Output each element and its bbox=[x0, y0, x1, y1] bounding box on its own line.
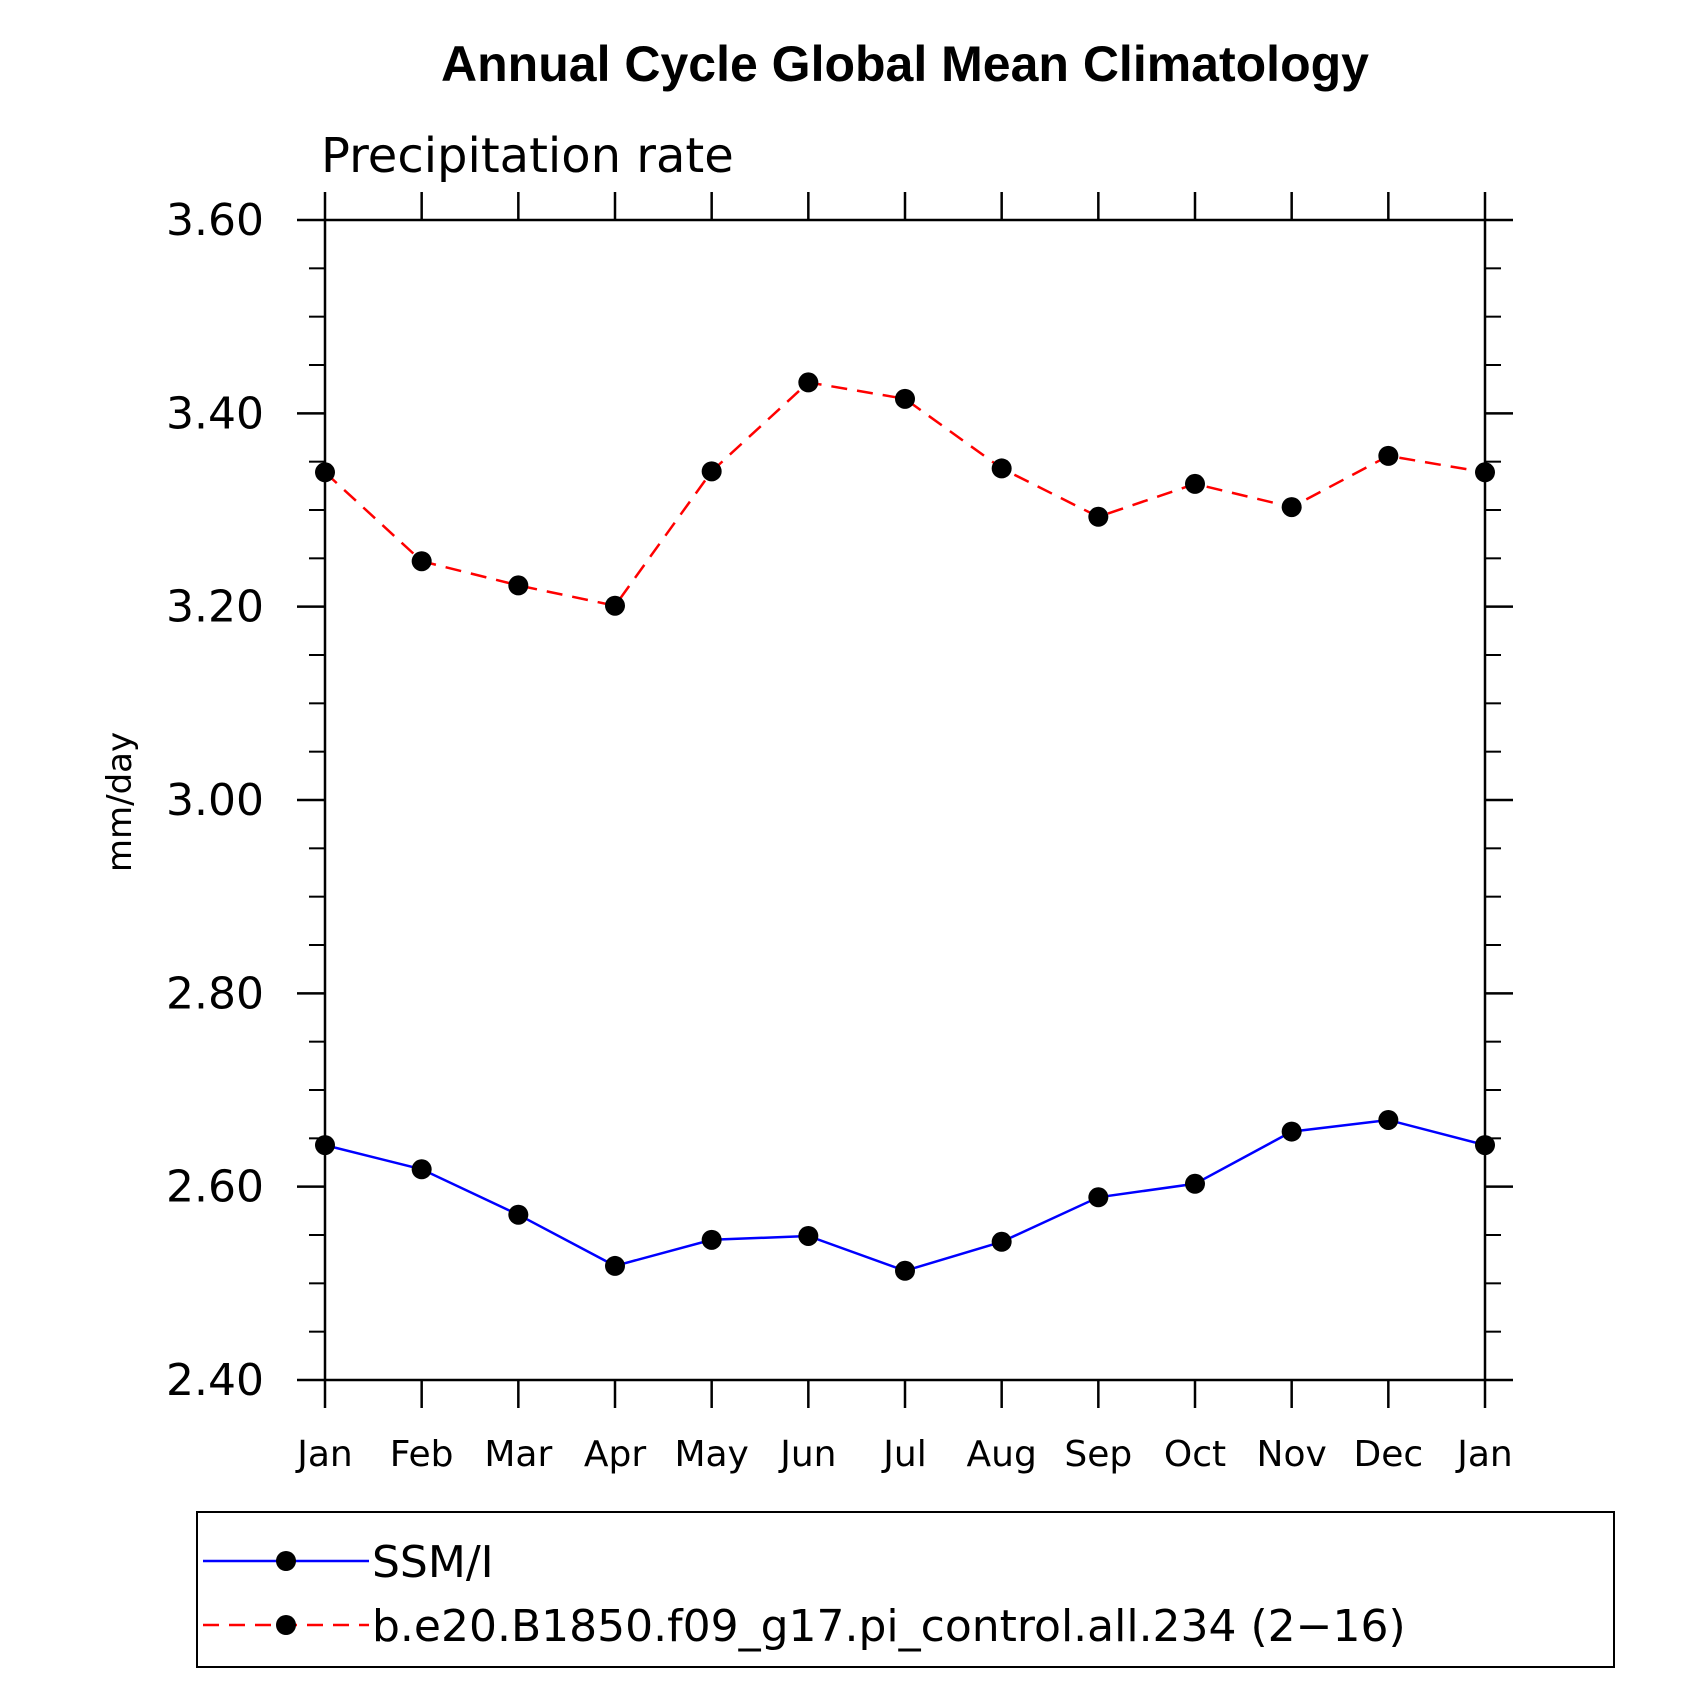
y-axis-label: mm/day bbox=[100, 732, 140, 872]
data-point bbox=[1281, 1121, 1302, 1142]
chart-title: Annual Cycle Global Mean Climatology bbox=[441, 36, 1369, 92]
legend-entries: SSM/I b.e20.B1850.f09_g17.pi_control.all.… bbox=[203, 1537, 1406, 1652]
x-tick-label: Jul bbox=[881, 1434, 926, 1475]
x-tick-label: Apr bbox=[584, 1434, 646, 1475]
x-tick-label: Nov bbox=[1257, 1434, 1327, 1475]
x-tick-label: Aug bbox=[967, 1434, 1037, 1475]
chart-subtitle: Precipitation rate bbox=[321, 128, 734, 184]
data-point bbox=[411, 551, 432, 572]
y-tick-label: 2.80 bbox=[166, 968, 264, 1019]
legend-marker bbox=[276, 1551, 296, 1571]
data-point bbox=[411, 1159, 432, 1180]
data-point bbox=[1088, 506, 1109, 527]
series-line-1 bbox=[324, 381, 1486, 608]
x-tick-label: Dec bbox=[1353, 1434, 1423, 1475]
data-point bbox=[991, 458, 1012, 479]
y-tick-label: 2.40 bbox=[166, 1355, 264, 1406]
x-tick-label: Jan bbox=[1455, 1434, 1513, 1475]
axis-ticks bbox=[297, 192, 1513, 1408]
x-tick-label: Oct bbox=[1164, 1434, 1226, 1475]
y-tick-label: 2.60 bbox=[166, 1162, 264, 1213]
data-point bbox=[1185, 473, 1205, 494]
x-tick-label: May bbox=[674, 1434, 748, 1475]
x-tick-label: Sep bbox=[1064, 1434, 1132, 1475]
series-line-0 bbox=[324, 1118, 1486, 1273]
data-point bbox=[1378, 1109, 1399, 1130]
data-point bbox=[605, 595, 625, 616]
x-tick-label: Mar bbox=[484, 1434, 552, 1475]
data-point bbox=[895, 388, 915, 409]
data-point bbox=[1281, 497, 1302, 518]
axis-tick-labels: Jan Feb Mar Apr May Jun Jul Aug Sep Oct Nov Dec Jan 2… bbox=[166, 195, 1513, 1475]
data-point bbox=[701, 461, 722, 482]
data-point bbox=[1378, 445, 1399, 466]
plot-series bbox=[315, 372, 1495, 1281]
data-point bbox=[1185, 1173, 1205, 1194]
data-point bbox=[605, 1255, 625, 1276]
data-point bbox=[991, 1231, 1012, 1252]
y-tick-label: 3.00 bbox=[166, 775, 264, 826]
y-tick-label: 3.20 bbox=[166, 582, 264, 633]
plot-frame bbox=[323, 218, 1487, 1382]
legend-label: SSM/I bbox=[372, 1537, 494, 1588]
data-point bbox=[798, 1225, 819, 1246]
y-tick-label: 3.40 bbox=[166, 388, 264, 439]
data-point bbox=[508, 1204, 529, 1225]
legend: SSM/I b.e20.B1850.f09_g17.pi_control.all.… bbox=[196, 1511, 1615, 1668]
y-tick-label: 3.60 bbox=[166, 195, 264, 246]
x-tick-label: Feb bbox=[390, 1434, 454, 1475]
data-point bbox=[701, 1229, 722, 1250]
legend-label: b.e20.B1850.f09_g17.pi_control.all.234 (… bbox=[372, 1601, 1406, 1652]
data-point bbox=[895, 1260, 915, 1281]
data-point bbox=[798, 372, 819, 393]
data-point bbox=[508, 575, 529, 596]
x-tick-label: Jun bbox=[778, 1434, 836, 1475]
data-point bbox=[1088, 1187, 1109, 1208]
legend-marker bbox=[276, 1615, 296, 1635]
legend-box bbox=[196, 1511, 1615, 1668]
x-tick-label: Jan bbox=[295, 1434, 353, 1475]
